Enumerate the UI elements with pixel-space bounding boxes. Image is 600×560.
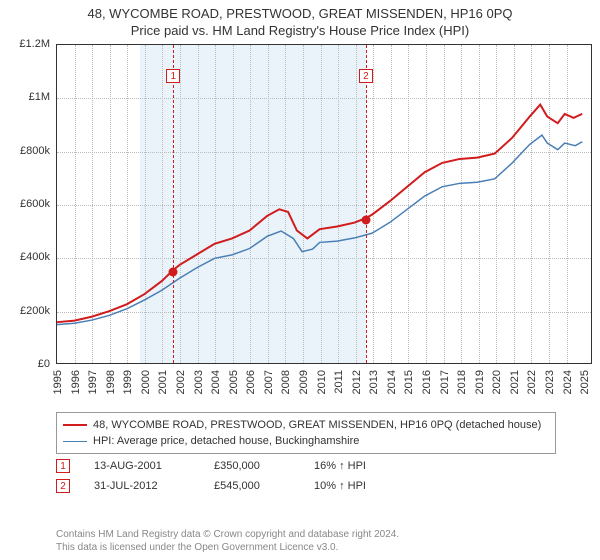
sale-row: 2 31-JUL-2012£545,00010% ↑ HPI <box>56 476 424 496</box>
x-tick-label: 2002 <box>175 370 187 394</box>
y-tick-label: £600k <box>20 198 50 210</box>
x-tick-label: 2018 <box>456 370 468 394</box>
y-tick-label: £800k <box>20 145 50 157</box>
sale-marker-line <box>366 45 367 363</box>
x-tick-label: 2004 <box>210 370 222 394</box>
x-tick-label: 2014 <box>386 370 398 394</box>
y-tick-label: £400k <box>20 251 50 263</box>
sale-marker-line <box>173 45 174 363</box>
x-tick-label: 2025 <box>579 370 591 394</box>
x-tick-label: 1998 <box>105 370 117 394</box>
sale-date: 31-JUL-2012 <box>94 480 214 492</box>
legend-row: 48, WYCOMBE ROAD, PRESTWOOD, GREAT MISSE… <box>63 417 549 433</box>
x-tick-label: 2001 <box>157 370 169 394</box>
y-tick-label: £200k <box>20 305 50 317</box>
title-address: 48, WYCOMBE ROAD, PRESTWOOD, GREAT MISSE… <box>0 6 600 21</box>
x-tick-label: 1997 <box>87 370 99 394</box>
y-tick-label: £1.2M <box>19 38 50 50</box>
legend-label: 48, WYCOMBE ROAD, PRESTWOOD, GREAT MISSE… <box>93 419 541 431</box>
line-svg <box>57 45 591 363</box>
x-tick-label: 2017 <box>439 370 451 394</box>
plot-area: 12 <box>56 44 592 364</box>
x-tick-label: 2013 <box>368 370 380 394</box>
sale-badge: 2 <box>56 479 70 493</box>
x-tick-label: 2011 <box>333 370 345 394</box>
x-tick-label: 2015 <box>403 370 415 394</box>
legend-box: 48, WYCOMBE ROAD, PRESTWOOD, GREAT MISSE… <box>56 412 556 454</box>
attribution-line2: This data is licensed under the Open Gov… <box>56 541 399 554</box>
x-tick-label: 2020 <box>491 370 503 394</box>
sale-marker-badge: 1 <box>166 69 180 83</box>
sale-diff: 10% ↑ HPI <box>314 480 424 492</box>
x-tick-label: 2003 <box>193 370 205 394</box>
sale-dot <box>169 267 178 276</box>
series-property <box>57 105 582 323</box>
sale-price: £350,000 <box>214 460 314 472</box>
x-tick-label: 1996 <box>70 370 82 394</box>
attribution-text: Contains HM Land Registry data © Crown c… <box>56 528 399 554</box>
sale-diff: 16% ↑ HPI <box>314 460 424 472</box>
sale-date: 13-AUG-2001 <box>94 460 214 472</box>
x-tick-label: 2016 <box>421 370 433 394</box>
legend-swatch <box>63 441 87 442</box>
sale-dot <box>361 215 370 224</box>
x-tick-label: 2000 <box>140 370 152 394</box>
x-tick-label: 2006 <box>245 370 257 394</box>
x-tick-label: 2010 <box>316 370 328 394</box>
legend-row: HPI: Average price, detached house, Buck… <box>63 433 549 449</box>
x-tick-label: 1999 <box>122 370 134 394</box>
x-tick-label: 2024 <box>562 370 574 394</box>
x-tick-label: 1995 <box>52 370 64 394</box>
legend-swatch <box>63 424 87 426</box>
attribution-line1: Contains HM Land Registry data © Crown c… <box>56 528 399 541</box>
chart-title-block: 48, WYCOMBE ROAD, PRESTWOOD, GREAT MISSE… <box>0 0 600 38</box>
y-tick-label: £0 <box>38 358 50 370</box>
sale-row: 1 13-AUG-2001£350,00016% ↑ HPI <box>56 456 424 476</box>
x-tick-label: 2005 <box>228 370 240 394</box>
x-tick-label: 2012 <box>351 370 363 394</box>
x-tick-label: 2009 <box>298 370 310 394</box>
title-subtitle: Price paid vs. HM Land Registry's House … <box>0 23 600 38</box>
x-tick-label: 2022 <box>526 370 538 394</box>
sale-marker-badge: 2 <box>359 69 373 83</box>
x-tick-label: 2019 <box>474 370 486 394</box>
x-tick-label: 2007 <box>263 370 275 394</box>
chart-container: £0£200k£400k£600k£800k£1M£1.2M 12 199519… <box>8 44 592 406</box>
x-axis-labels: 1995199619971998199920002001200220032004… <box>56 366 592 406</box>
x-tick-label: 2023 <box>544 370 556 394</box>
sales-table: 1 13-AUG-2001£350,00016% ↑ HPI 2 31-JUL-201… <box>56 456 424 496</box>
x-tick-label: 2021 <box>509 370 521 394</box>
sale-price: £545,000 <box>214 480 314 492</box>
x-tick-label: 2008 <box>280 370 292 394</box>
y-axis-labels: £0£200k£400k£600k£800k£1M£1.2M <box>8 44 54 364</box>
legend-label: HPI: Average price, detached house, Buck… <box>93 435 359 447</box>
y-tick-label: £1M <box>29 91 50 103</box>
sale-badge: 1 <box>56 459 70 473</box>
